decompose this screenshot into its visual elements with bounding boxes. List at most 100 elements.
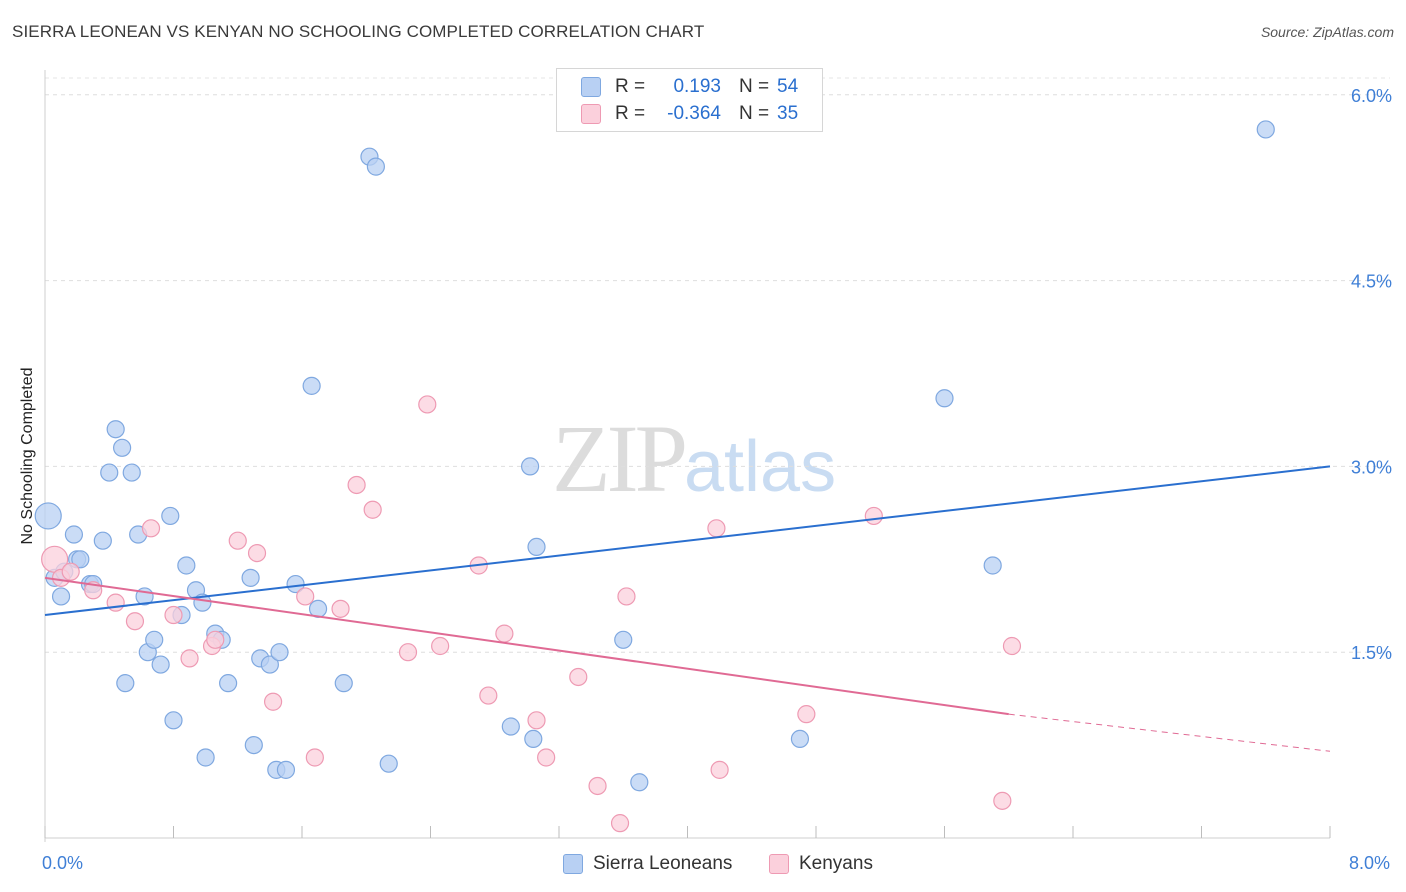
- legend-row-sierra-leoneans: R = 0.193 N = 54: [581, 75, 798, 99]
- kenyan-point: [707, 519, 726, 538]
- x-tick-label-max: 8.0%: [1349, 853, 1391, 873]
- kenyan-point: [228, 531, 247, 550]
- sierra-leonean-point: [614, 630, 633, 649]
- kenyan-point: [106, 593, 125, 612]
- y-tick-label: 3.0%: [1351, 457, 1392, 477]
- y-tick-label: 1.5%: [1351, 643, 1392, 663]
- sierra-leonean-point: [71, 550, 90, 569]
- bottom-legend-kenyans: Kenyans: [769, 851, 873, 877]
- kenyan-point: [479, 686, 498, 705]
- sierra-leonean-point: [93, 531, 112, 550]
- kenyan-point: [164, 605, 183, 625]
- sierra-leonean-point: [219, 674, 238, 693]
- x-tick-label-min: 0.0%: [42, 853, 84, 873]
- sierra-leonean-trend-line: [44, 465, 1331, 617]
- legend-swatch-kenyans: [581, 104, 601, 124]
- sierra-leonean-point: [366, 157, 385, 176]
- bottom-legend-swatch-kenyans: [769, 854, 789, 874]
- sierra-leonean-point: [244, 735, 263, 755]
- sierra-leonean-point: [164, 711, 183, 730]
- kenyan-point: [864, 506, 883, 526]
- legend-n-label: N =: [739, 76, 770, 97]
- sierra-leonean-point: [983, 556, 1002, 575]
- sierra-leonean-point: [935, 389, 954, 408]
- kenyan-point: [527, 711, 546, 730]
- sierra-leonean-point: [116, 674, 135, 693]
- sierra-leonean-point: [161, 506, 180, 526]
- kenyan-point: [710, 760, 729, 779]
- sierra-leonean-point: [501, 717, 520, 736]
- legend-n-value: 54: [777, 76, 799, 97]
- sierra-leonean-point: [177, 556, 196, 575]
- kenyan-point: [296, 587, 315, 606]
- kenyan-point: [125, 612, 145, 631]
- sierra-leonean-point: [630, 773, 649, 792]
- correlation-legend: R = 0.193 N = 54 R = -0.364 N = 35: [556, 68, 823, 132]
- kenyan-trend-line: [44, 576, 1009, 716]
- watermark-zip: ZIP: [552, 405, 688, 512]
- legend-n-label: N =: [739, 103, 770, 124]
- sierra-leonean-point: [145, 630, 164, 649]
- kenyan-point: [495, 624, 514, 643]
- kenyan-point: [569, 667, 588, 687]
- kenyan-point: [797, 705, 816, 724]
- chart-title: SIERRA LEONEAN VS KENYAN NO SCHOOLING CO…: [12, 22, 705, 41]
- legend-swatch-sierra-leoneans: [581, 77, 601, 97]
- legend-r-label: R =: [615, 76, 646, 97]
- kenyan-point: [141, 519, 161, 538]
- sierra-leonean-point: [276, 760, 296, 779]
- kenyan-point: [993, 791, 1012, 810]
- kenyan-point: [588, 776, 607, 796]
- bottom-legend-label-sierra-leoneans: Sierra Leoneans: [593, 853, 733, 874]
- kenyan-point: [363, 500, 382, 519]
- legend-r-value: 0.193: [673, 76, 721, 97]
- legend-r-label: R =: [615, 103, 646, 124]
- kenyan-point: [305, 748, 324, 767]
- kenyan-point: [263, 692, 283, 711]
- sierra-leonean-point: [527, 537, 546, 557]
- sierra-leonean-point: [106, 420, 125, 439]
- kenyan-point: [347, 475, 366, 495]
- kenyan-point: [418, 395, 437, 414]
- sierra-leonean-point: [100, 463, 119, 482]
- kenyan-trend-extension: [1008, 713, 1331, 752]
- sierra-leonean-point: [524, 729, 543, 749]
- sierra-leonean-point: [112, 438, 132, 457]
- sierra-leonean-point: [64, 525, 84, 544]
- sierra-leonean-point: [520, 457, 540, 476]
- kenyan-point: [331, 599, 350, 618]
- sierra-leonean-point: [260, 655, 279, 674]
- sierra-leonean-point: [302, 376, 321, 395]
- kenyan-point: [617, 587, 636, 606]
- kenyan-point: [180, 649, 199, 668]
- sierra-leonean-point: [151, 655, 170, 674]
- sierra-leonean-point: [790, 729, 810, 749]
- sierra-leonean-point: [193, 593, 212, 612]
- bottom-legend-swatch-sierra-leoneans: [563, 854, 583, 874]
- sierra-leonean-point: [1256, 120, 1275, 139]
- kenyan-point: [206, 630, 225, 649]
- legend-row-kenyans: R = -0.364 N = 35: [581, 102, 798, 126]
- sierra-leonean-point: [196, 748, 215, 767]
- watermark: ZIPatlas: [552, 403, 836, 514]
- y-tick-label: 4.5%: [1351, 272, 1392, 292]
- sierra-leonean-point: [270, 643, 289, 662]
- kenyan-point: [1002, 636, 1022, 656]
- sierra-leonean-point: [34, 502, 62, 530]
- kenyan-point: [431, 636, 450, 656]
- source-label: Source: ZipAtlas.com: [1260, 24, 1394, 40]
- bottom-legend-sierra-leoneans: Sierra Leoneans: [563, 851, 732, 877]
- sierra-leonean-point: [334, 674, 353, 693]
- kenyan-point: [610, 814, 630, 833]
- kenyan-point: [247, 543, 267, 563]
- legend-n-value: 35: [777, 103, 799, 124]
- sierra-leonean-point: [122, 463, 141, 482]
- bottom-legend-label-kenyans: Kenyans: [799, 853, 873, 874]
- kenyan-point: [398, 643, 418, 662]
- legend-r-value: -0.364: [667, 103, 721, 124]
- kenyan-point: [61, 562, 80, 581]
- kenyan-point: [537, 748, 556, 767]
- watermark-atlas: atlas: [684, 427, 837, 507]
- y-tick-label: 6.0%: [1351, 86, 1392, 106]
